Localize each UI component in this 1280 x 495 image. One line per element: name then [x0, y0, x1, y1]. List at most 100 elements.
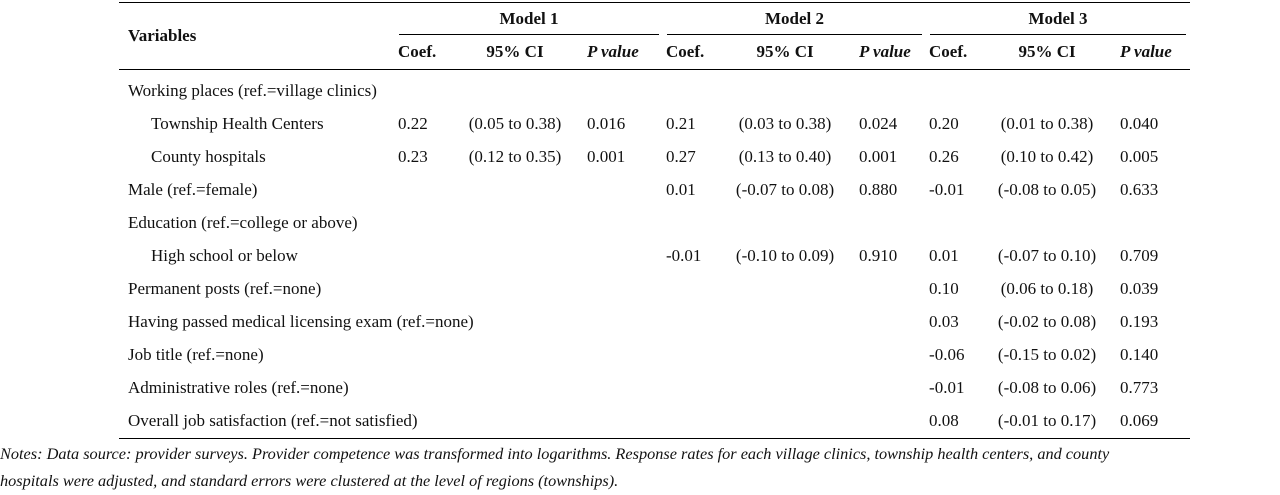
header-row-stats: Coef. 95% CI P value Coef. 95% CI P valu…	[119, 35, 1191, 70]
ci-cell: (-0.15 to 0.02)	[997, 345, 1097, 365]
p-value-cell	[849, 273, 926, 306]
p-value-cell: 0.069	[1120, 411, 1159, 431]
p-value-header: P value	[859, 42, 911, 61]
row-label: County hospitals	[151, 146, 266, 166]
model-1-header: Model 1	[395, 3, 663, 36]
p-value-cell	[577, 306, 663, 339]
ci-cell	[721, 70, 849, 108]
model-2-header: Model 2	[663, 3, 926, 36]
ci-cell: (0.06 to 0.18)	[1000, 279, 1094, 299]
coef-cell	[395, 173, 453, 206]
coef-cell: 0.21	[666, 113, 696, 133]
p-value-cell	[849, 372, 926, 405]
p-value-cell: 0.040	[1120, 113, 1159, 133]
coef-cell	[663, 273, 721, 306]
coef-cell	[395, 372, 453, 405]
ci-cell	[721, 206, 849, 239]
p-value-header: P value	[1120, 42, 1172, 61]
ci-cell: (-0.01 to 0.17)	[997, 411, 1097, 431]
coef-cell	[663, 306, 721, 339]
coef-cell	[663, 372, 721, 405]
header-row-models: Variables Model 1 Model 2 Model 3	[119, 2, 1191, 45]
coef-cell	[663, 206, 721, 239]
p-value-cell	[577, 372, 663, 405]
p-value-cell: 0.910	[859, 246, 898, 266]
row-label: Overall job satisfaction (ref.=not satis…	[128, 411, 418, 431]
table-row: Working places (ref.=village clinics)	[119, 70, 1190, 108]
coef-cell: 0.01	[929, 246, 959, 266]
p-value-cell: 0.016	[587, 113, 626, 133]
coef-cell: 0.27	[666, 146, 696, 166]
table-row: High school or below -0.01 (-0.10 to 0.09)…	[119, 239, 1190, 272]
variables-header: Variables	[128, 26, 197, 45]
p-value-cell: 0.633	[1120, 179, 1159, 199]
table-row: Overall job satisfaction (ref.=not satis…	[119, 405, 1191, 439]
ci-header: 95% CI	[1018, 42, 1076, 61]
ci-cell: (0.03 to 0.38)	[738, 113, 832, 133]
p-value-cell	[849, 339, 926, 372]
p-value-cell	[577, 206, 663, 239]
coef-cell	[663, 339, 721, 372]
ci-cell: (-0.07 to 0.08)	[735, 179, 835, 199]
p-value-cell	[577, 173, 663, 206]
p-value-header: P value	[587, 42, 639, 61]
coef-header: Coef.	[398, 42, 437, 61]
ci-cell	[453, 405, 577, 439]
p-value-cell: 0.001	[587, 146, 626, 166]
regression-table: Variables Model 1 Model 2 Model 3 Coef. …	[119, 2, 1191, 439]
coef-cell	[663, 405, 721, 439]
coef-cell: -0.01	[666, 246, 702, 266]
ci-cell	[453, 372, 577, 405]
p-value-cell	[849, 405, 926, 439]
p-value-cell	[1110, 206, 1190, 239]
row-label: Permanent posts (ref.=none)	[128, 279, 322, 299]
p-value-cell: 0.039	[1120, 279, 1159, 299]
p-value-cell	[1110, 70, 1190, 108]
row-label: High school or below	[151, 246, 298, 266]
p-value-cell	[577, 405, 663, 439]
ci-cell	[721, 372, 849, 405]
ci-cell	[453, 273, 577, 306]
row-label: Job title (ref.=none)	[128, 345, 264, 365]
p-value-cell: 0.024	[859, 113, 898, 133]
table-row: Administrative roles (ref.=none) -0.01 (-0…	[119, 372, 1190, 405]
p-value-cell: 0.005	[1120, 146, 1159, 166]
row-label: Education (ref.=college or above)	[128, 212, 358, 232]
coef-cell: -0.01	[929, 179, 965, 199]
row-label: Having passed medical licensing exam (re…	[128, 312, 474, 332]
table-body: Working places (ref.=village clinics) Tow…	[119, 70, 1191, 439]
coef-cell: 0.01	[666, 179, 696, 199]
ci-header: 95% CI	[756, 42, 814, 61]
ci-cell: (-0.10 to 0.09)	[735, 246, 835, 266]
p-value-cell	[577, 70, 663, 108]
ci-cell	[453, 339, 577, 372]
ci-cell: (-0.08 to 0.06)	[997, 378, 1097, 398]
ci-cell	[721, 405, 849, 439]
ci-header: 95% CI	[486, 42, 544, 61]
coef-cell: 0.08	[929, 411, 959, 431]
table-row: Male (ref.=female) 0.01 (-0.07 to 0.08) 0.8…	[119, 173, 1190, 206]
table-row: Permanent posts (ref.=none) 0.10 (0.06 to …	[119, 273, 1190, 306]
ci-cell	[453, 70, 577, 108]
ci-cell: (-0.08 to 0.05)	[997, 179, 1097, 199]
p-value-cell: 0.773	[1120, 378, 1159, 398]
table-row: Education (ref.=college or above)	[119, 206, 1190, 239]
ci-cell	[984, 206, 1110, 239]
p-value-cell: 0.001	[859, 146, 898, 166]
row-label: Administrative roles (ref.=none)	[128, 378, 349, 398]
ci-cell: (0.12 to 0.35)	[468, 146, 562, 166]
coef-cell: 0.26	[929, 146, 959, 166]
p-value-cell	[849, 70, 926, 108]
ci-cell: (0.10 to 0.42)	[1000, 146, 1094, 166]
table-notes: Notes: Data source: provider surveys. Pr…	[0, 440, 1280, 494]
p-value-cell: 0.880	[859, 179, 898, 199]
table-row: County hospitals 0.23 (0.12 to 0.35) 0.001 0…	[119, 140, 1190, 173]
ci-cell: (-0.07 to 0.10)	[997, 246, 1097, 266]
p-value-cell: 0.140	[1120, 345, 1159, 365]
coef-cell	[663, 70, 721, 108]
coef-cell	[395, 339, 453, 372]
ci-cell	[453, 239, 577, 272]
coef-cell	[395, 70, 453, 108]
ci-cell	[453, 206, 577, 239]
coef-cell: 0.23	[398, 146, 428, 166]
